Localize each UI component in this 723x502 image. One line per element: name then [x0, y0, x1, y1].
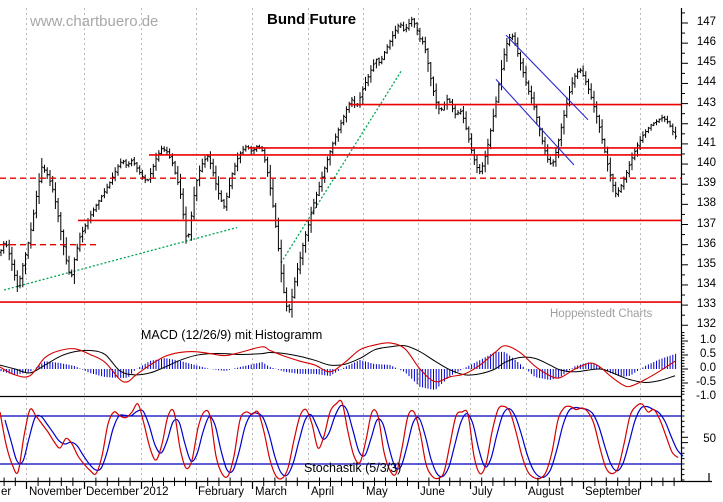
price-axis-label: 134: [696, 277, 716, 290]
price-axis-label: 146: [696, 36, 716, 49]
macd-axis-label: -1.0: [696, 390, 716, 402]
stochastic-level-lines: [0, 415, 681, 465]
macd-panel-label: MACD (12/26/9) mit Histogramm: [141, 328, 323, 342]
month-label: 2012: [143, 486, 169, 498]
month-label: er: [1, 486, 12, 498]
stochastic-lines: [0, 399, 684, 480]
price-axis-label: 133: [696, 298, 716, 311]
support-resistance-lines: [0, 103, 681, 303]
axes: [0, 8, 712, 483]
price-axis-label: 143: [696, 96, 716, 109]
month-label: December: [86, 486, 140, 498]
chart-title: Bund Future: [267, 11, 357, 28]
blue-channel-lines: [495, 34, 589, 166]
month-label: September: [585, 486, 642, 498]
macd-axis-label: 1.0: [700, 334, 716, 346]
month-label: February: [198, 486, 245, 498]
month-label: May: [366, 486, 388, 498]
month-label: April: [311, 486, 335, 498]
price-axis-label: 141: [696, 136, 716, 149]
stochastic-panel-label: Stochastik (5/3/3): [304, 461, 402, 475]
month-label: March: [255, 486, 287, 498]
price-axis-label: 136: [696, 237, 716, 250]
price-axis-label: 137: [696, 217, 716, 230]
month-label: November: [29, 486, 83, 498]
macd-histogram: [0, 351, 677, 390]
price-axis-label: 135: [696, 257, 716, 270]
month-label: August: [528, 486, 564, 498]
price-axis-label: 145: [696, 56, 716, 69]
green-trendlines: [3, 71, 402, 291]
macd-lines: [0, 342, 676, 388]
credit-label: Hoppenstedt Charts: [550, 308, 653, 320]
macd-axis-label: 0.0: [700, 362, 716, 374]
stochastic-axis-label: 50: [703, 433, 716, 445]
price-axis-label: 140: [696, 157, 716, 170]
month-label: June: [420, 486, 445, 498]
price-bars: [0, 16, 677, 318]
price-axis-label: 132: [696, 318, 716, 331]
macd-axis-label: -0.5: [696, 376, 716, 388]
watermark: www.chartbuero.de: [30, 13, 159, 30]
macd-axis-label: 0.5: [700, 348, 716, 360]
price-axis-label: 142: [696, 116, 716, 129]
price-axis-label: 138: [696, 197, 716, 210]
axis-ticks: [3, 12, 688, 489]
price-axis-label: 139: [696, 177, 716, 190]
price-axis-label: 144: [696, 76, 716, 89]
price-axis-label: 147: [696, 16, 716, 28]
month-label: July: [472, 486, 493, 498]
